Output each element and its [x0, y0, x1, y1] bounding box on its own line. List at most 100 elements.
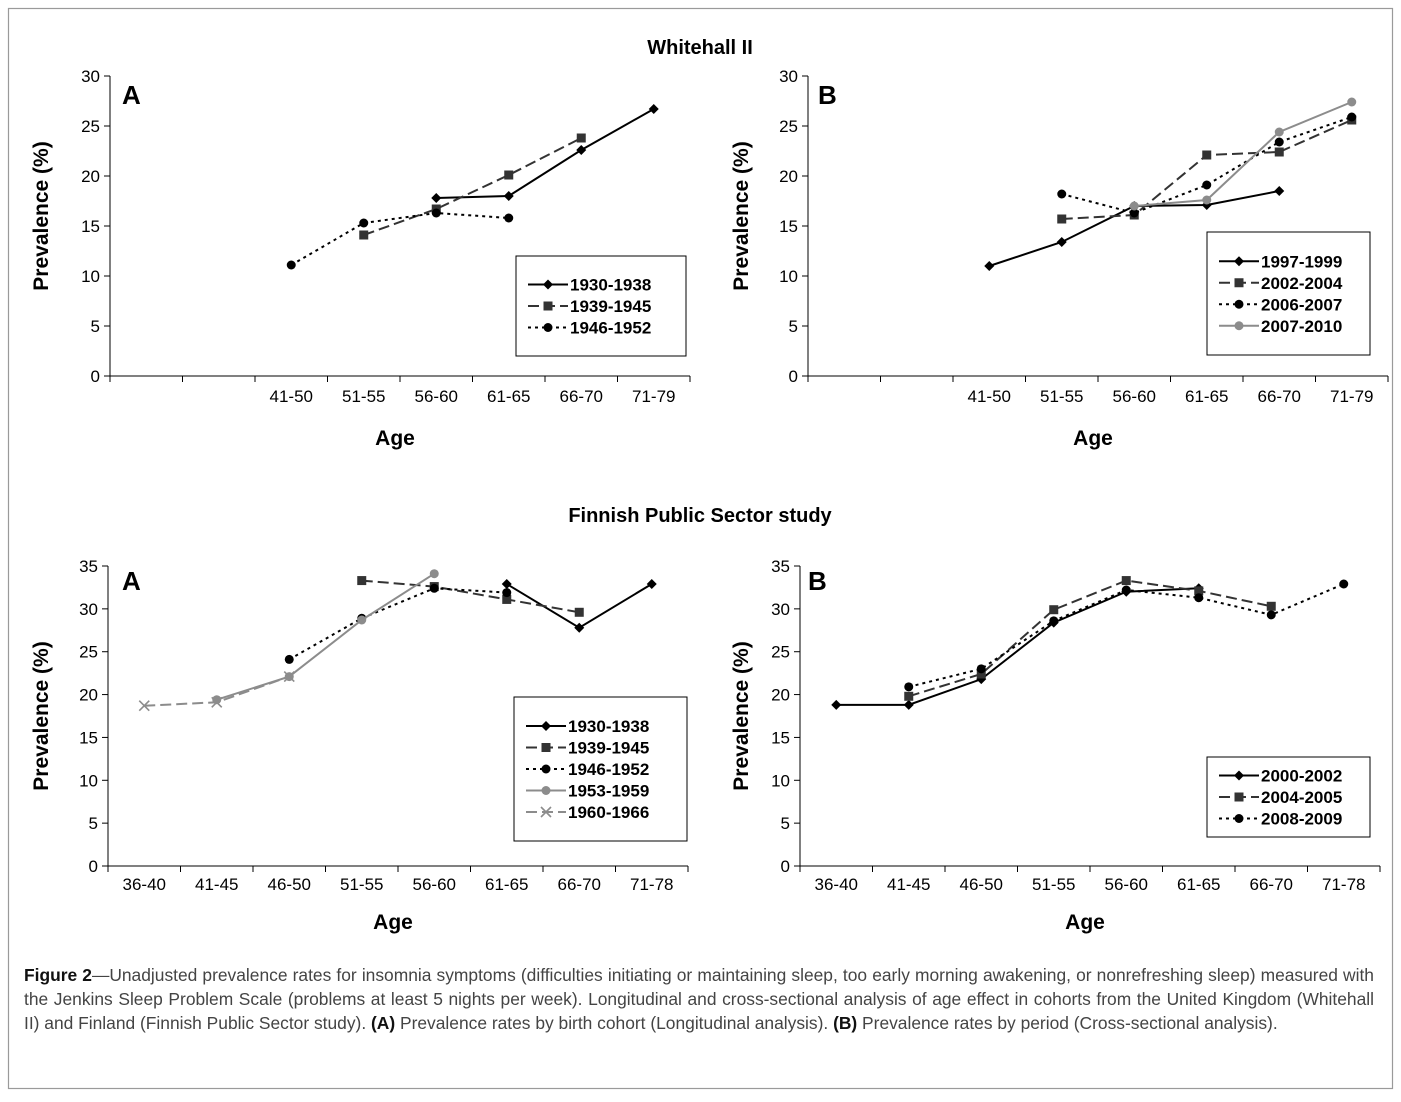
legend-label: 1997-1999	[1261, 252, 1342, 271]
section-title-whitehall: Whitehall II	[647, 37, 753, 59]
data-point	[540, 806, 552, 818]
data-point	[504, 170, 514, 180]
y-tick-label: 30	[771, 600, 790, 619]
data-point	[1056, 237, 1067, 247]
data-point	[903, 699, 914, 710]
y-tick-label: 0	[781, 857, 790, 876]
legend: 1997-1999 2002-2004 2006-2007 2007-2010	[1206, 231, 1371, 356]
data-point	[1057, 189, 1067, 199]
series-2006-2007	[1057, 112, 1357, 218]
data-point	[503, 191, 514, 201]
data-point	[1202, 150, 1212, 160]
legend-box	[1206, 756, 1371, 838]
data-point	[357, 615, 367, 625]
data-point	[501, 579, 512, 589]
x-tick-label: 71-79	[632, 387, 675, 406]
data-point	[541, 721, 551, 731]
data-point	[429, 569, 439, 579]
x-tick-label: 56-60	[415, 387, 458, 406]
panel-label: B	[818, 80, 837, 110]
legend-label: 2004-2005	[1261, 788, 1342, 807]
data-point	[904, 691, 914, 701]
y-tick-label: 20	[779, 167, 798, 186]
x-tick-label: 41-45	[887, 875, 930, 894]
section-title-finnish: Finnish Public Sector study	[568, 505, 832, 527]
data-point	[284, 654, 294, 664]
caption-b-label: (B)	[833, 1012, 858, 1033]
y-tick-label: 15	[81, 217, 100, 236]
data-point	[1274, 147, 1284, 157]
x-tick-label: 51-55	[1032, 875, 1075, 894]
x-tick-label: 41-50	[270, 387, 313, 406]
y-tick-label: 5	[781, 814, 790, 833]
y-tick-label: 20	[81, 167, 100, 186]
chart-panel-whitehall-b: 0 5 10 15 20 25 30 41-50 51-55 56-60 61-65 66-70 71-…	[730, 67, 1389, 450]
data-point	[904, 682, 914, 692]
series-line	[908, 583, 1345, 688]
data-point	[1266, 601, 1276, 611]
data-point	[1234, 299, 1244, 309]
legend: 2000-2002 2004-2005 2008-2009	[1206, 756, 1371, 838]
series-1946-1952	[286, 208, 514, 270]
x-tick-label: 61-65	[1185, 387, 1228, 406]
series-line	[288, 587, 507, 661]
legend-label: 1939-1945	[568, 739, 649, 758]
data-point	[429, 583, 439, 593]
x-tick-label: 61-65	[487, 387, 530, 406]
legend-label: 2002-2004	[1261, 274, 1343, 293]
data-point	[1049, 616, 1059, 626]
data-point	[1234, 321, 1244, 331]
legend-label: 1946-1952	[568, 760, 649, 779]
panel-label: A	[122, 80, 141, 110]
data-point	[502, 594, 512, 604]
legend-label: 1930-1938	[570, 276, 651, 295]
data-point	[976, 669, 986, 679]
panel-label: A	[122, 566, 141, 596]
data-point	[1049, 605, 1059, 615]
y-tick-label: 0	[789, 367, 798, 386]
series-line	[506, 583, 653, 629]
data-point	[1121, 576, 1131, 586]
chart-panel-finnish-a: 0 5 10 15 20 25 30 35 36-40 41-45 46-50 51-55 56-60 6…	[30, 557, 689, 934]
data-point	[1129, 201, 1139, 211]
series-line	[1061, 116, 1353, 215]
legend-label: 1939-1945	[570, 297, 651, 316]
legend-label: 1960-1966	[568, 803, 649, 822]
data-point	[543, 279, 553, 290]
series-2008-2009	[904, 579, 1349, 692]
data-point	[286, 260, 296, 270]
y-tick-label: 35	[771, 557, 790, 576]
series-1960-1966	[138, 671, 295, 712]
y-tick-label: 10	[779, 267, 798, 286]
data-point	[1234, 256, 1244, 267]
data-point	[359, 230, 369, 240]
y-tick-label: 30	[779, 67, 798, 86]
x-tick-label: 61-65	[1177, 875, 1220, 894]
data-point	[574, 622, 585, 633]
data-point	[1202, 180, 1212, 190]
x-tick-label: 56-60	[1105, 875, 1148, 894]
data-point	[1194, 586, 1204, 596]
y-tick-label: 5	[89, 814, 98, 833]
caption-a-text: Prevalence rates by birth cohort (Longit…	[395, 1012, 834, 1033]
data-point	[1202, 195, 1212, 205]
series-1953-1959	[212, 569, 439, 705]
data-point	[1234, 814, 1244, 823]
y-tick-label: 10	[81, 267, 100, 286]
y-tick-label: 25	[779, 117, 798, 136]
caption-label: Figure 2	[24, 965, 92, 985]
caption-body: —Unadjusted prevalence rates for insomni…	[24, 965, 1374, 1033]
legend: 1930-1938 1939-1945 1946-1952 1953-1959 1960…	[513, 696, 688, 842]
data-point	[1057, 214, 1067, 224]
data-point	[1274, 186, 1285, 196]
x-axis-title: Age	[1065, 911, 1105, 934]
data-point	[1347, 97, 1357, 107]
series-2004-2005	[904, 576, 1276, 701]
data-point	[543, 323, 553, 332]
y-tick-label: 20	[771, 686, 790, 705]
x-tick-label: 46-50	[268, 875, 311, 894]
data-point	[431, 193, 442, 203]
legend-label: 1930-1938	[568, 717, 649, 736]
caption-a-label: (A)	[371, 1012, 396, 1033]
data-point	[1266, 610, 1276, 620]
